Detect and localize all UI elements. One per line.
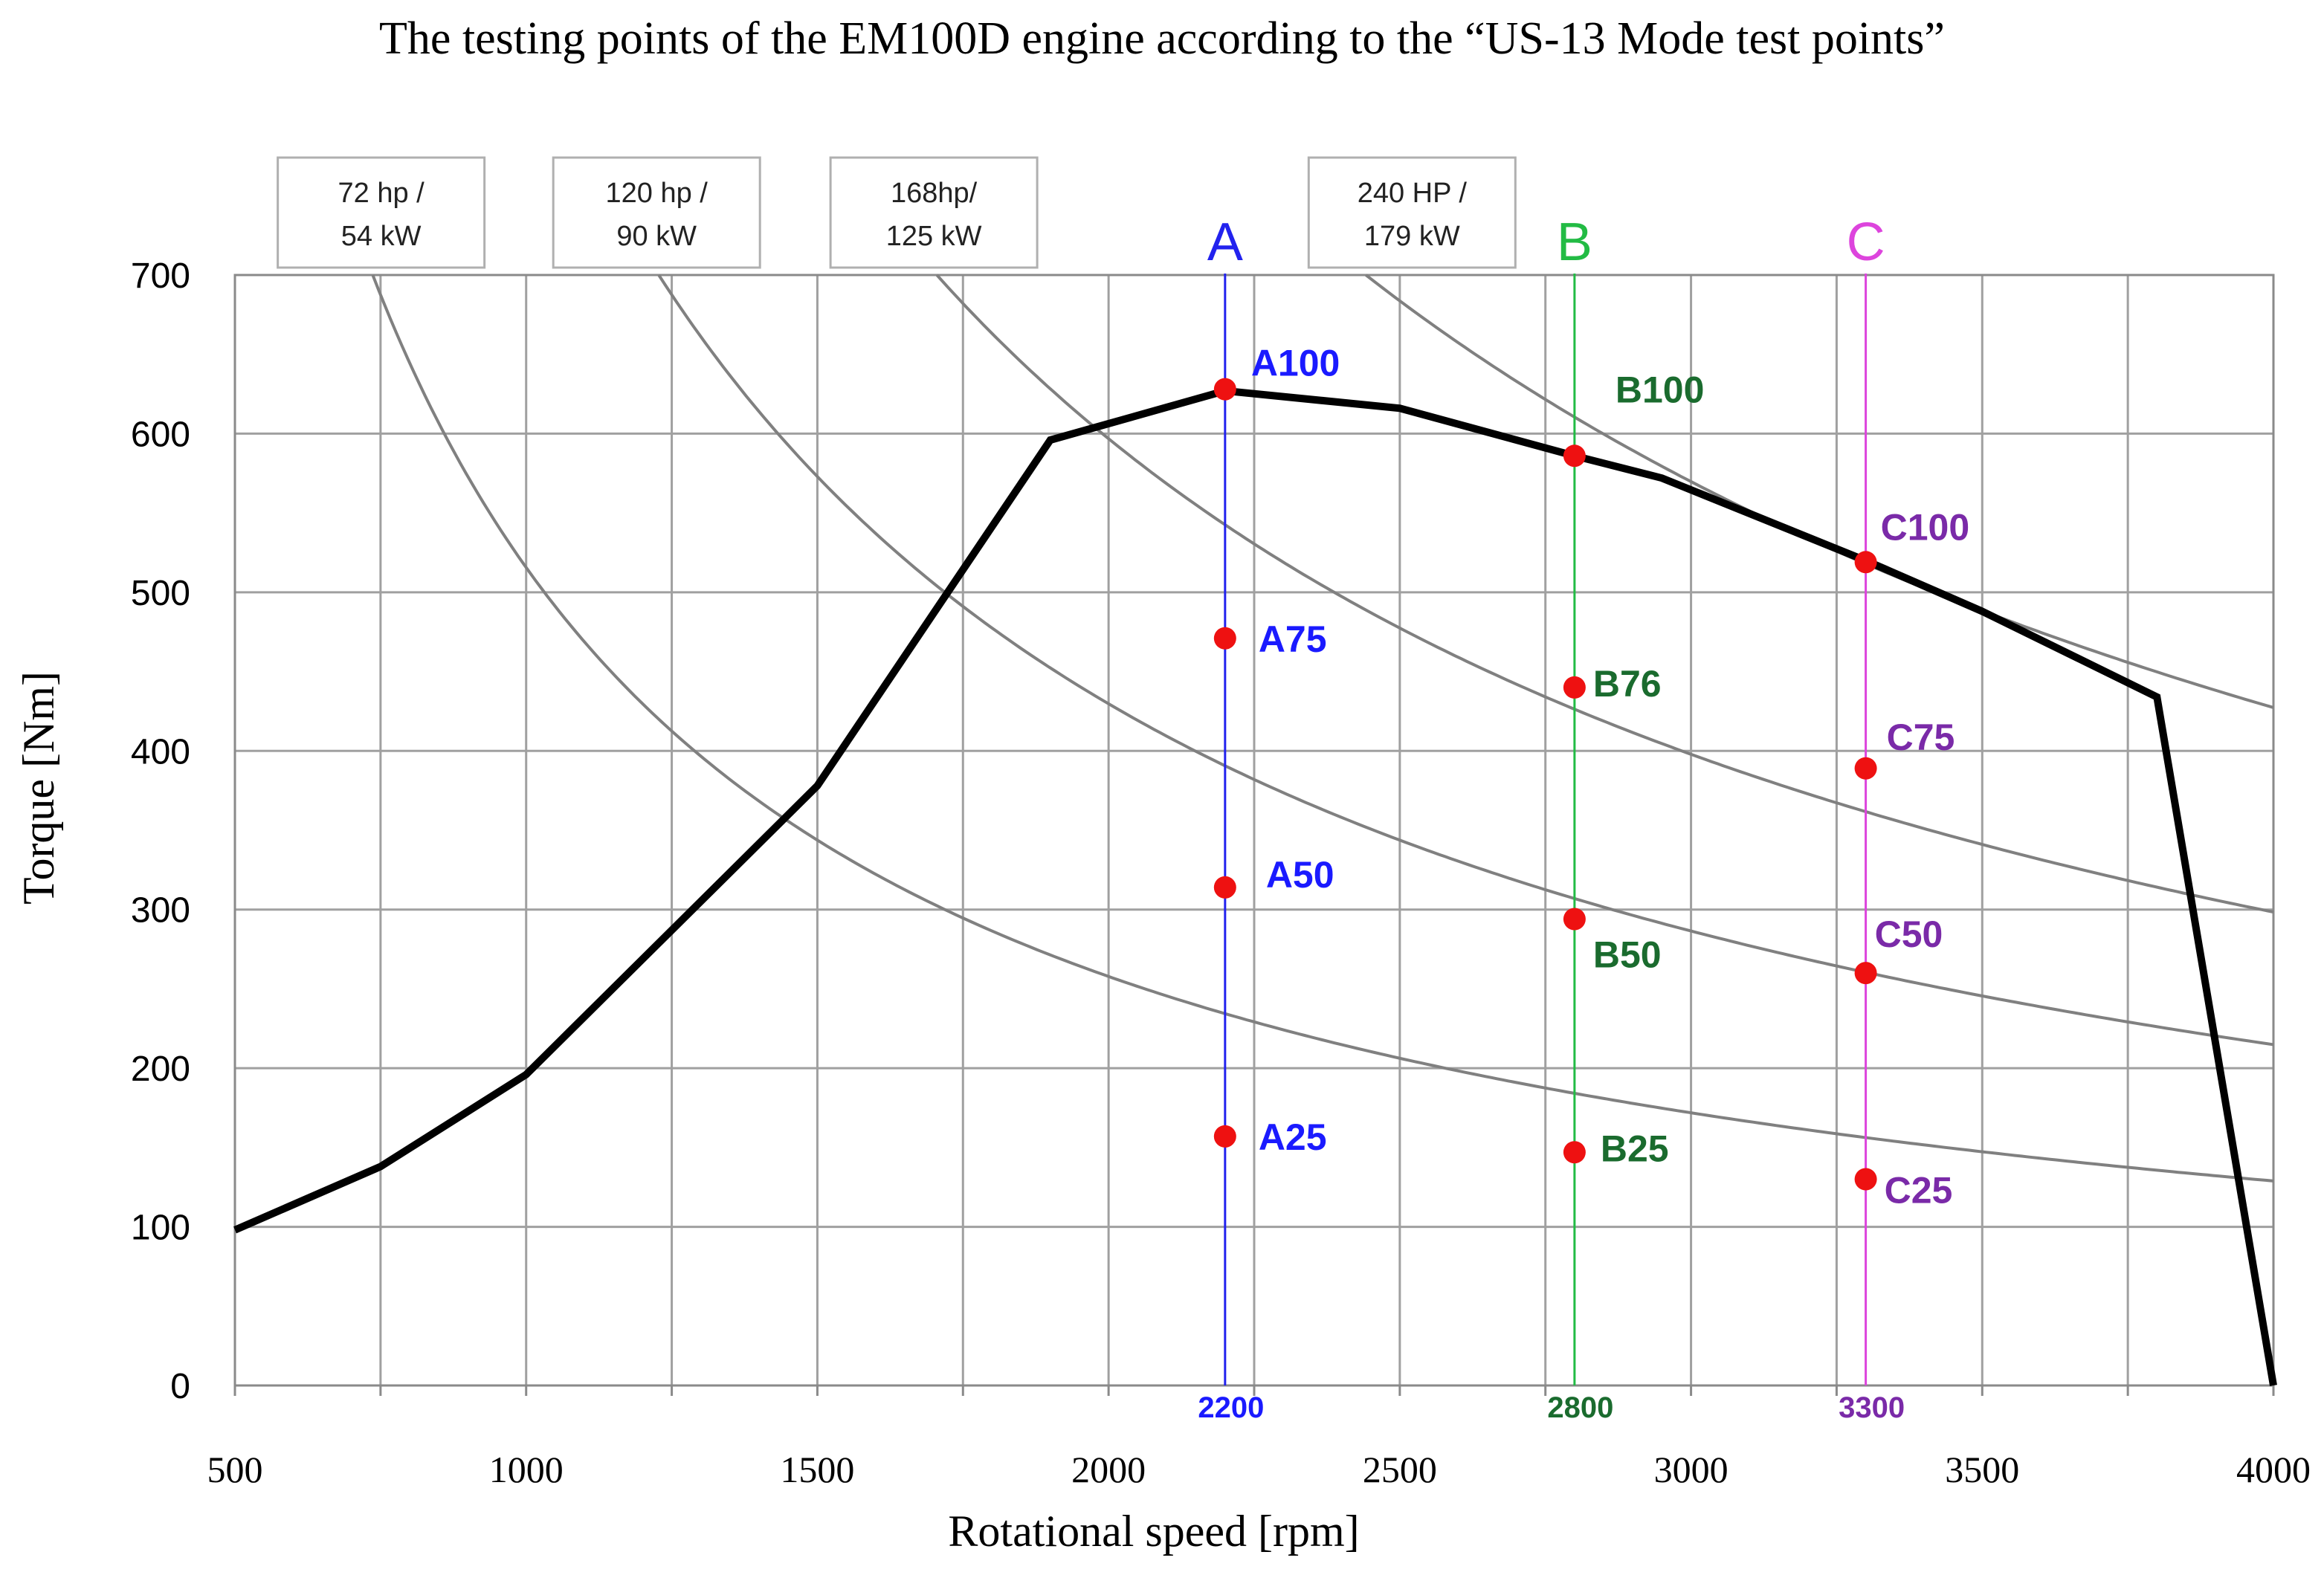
power-label-line1: 120 hp / [606,178,709,209]
power-label-line2: 54 kW [341,221,422,252]
power-label-line2: 90 kW [616,221,697,252]
y-tick-label: 100 [131,1209,190,1248]
test-point-C100 [1854,551,1877,574]
y-tick-label: 300 [131,891,190,931]
power-label-box [277,156,486,269]
power-label-line1: 72 hp / [338,178,425,209]
power-curves [371,274,2274,1183]
test-point-A25 [1213,1125,1236,1148]
y-tick-label: 400 [131,732,190,772]
test-point-label-C75: C75 [1887,717,1955,758]
power-curve-90kw [657,274,2274,1047]
x-tick-label: 3500 [1945,1449,2019,1490]
speed-line-letter-C: C [1847,213,1885,272]
test-point-label-C25: C25 [1885,1170,1953,1212]
x-tick-label: 4000 [2236,1449,2311,1490]
y-tick-label: 700 [131,256,190,296]
y-tick-label: 600 [131,415,190,454]
test-point-B76 [1563,676,1586,699]
test-point-C50 [1854,962,1877,985]
y-tick-label: 500 [131,574,190,613]
x-tick-label: 2000 [1071,1449,1146,1490]
x-tick-label: 2500 [1363,1449,1437,1490]
test-point-label-C50: C50 [1875,913,1943,955]
y-tick-label: 200 [131,1050,190,1089]
power-label-line2: 125 kW [886,221,982,252]
test-point-B100 [1563,444,1586,468]
x-tick-label: 500 [207,1449,263,1490]
power-curve-54kw [371,274,2274,1183]
x-tick-label: 1500 [780,1449,854,1490]
chart-title: The testing points of the EM100D engine … [379,13,1945,64]
x-tick-label: 1000 [489,1449,564,1490]
test-point-label-A75: A75 [1259,618,1327,660]
torque-curve-group [233,387,2277,1386]
speed-label-B: 2800 [1547,1391,1613,1424]
test-point-B25 [1563,1141,1586,1164]
x-axis-title: Rotational speed [rpm] [948,1507,1359,1556]
test-point-label-A50: A50 [1266,854,1334,896]
test-point-label-A25: A25 [1259,1116,1327,1158]
power-curve-179kw [1365,274,2274,709]
test-point-A50 [1213,876,1236,899]
x-tick-label: 3000 [1654,1449,1729,1490]
speed-label-A: 2200 [1198,1391,1264,1424]
power-label-box [829,156,1039,269]
y-axis-title: Torque [Nm] [14,671,63,905]
test-point-C25 [1854,1168,1877,1191]
axes: 0 100 200 300 400 500 600 700 500 1000 1500 2000 250… [131,256,2311,1490]
test-point-label-B50: B50 [1593,934,1662,976]
power-label-line1: 240 HP / [1358,178,1468,209]
speed-lines: A 2200 B 2800 C 3300 [1198,213,1905,1424]
power-label-line1: 168hp/ [891,178,978,209]
test-points: A100 A75 A50 A25 B100 B76 B50 B25 C100 C75 C50 C25 [1213,343,1970,1212]
test-point-C75 [1854,757,1877,780]
test-point-label-A100: A100 [1251,343,1340,384]
test-point-label-B25: B25 [1601,1128,1669,1169]
test-point-label-B76: B76 [1593,663,1662,705]
test-point-label-C100: C100 [1881,506,1970,548]
speed-label-C: 3300 [1839,1391,1905,1424]
power-curve-125kw [935,274,2274,914]
test-point-A75 [1213,627,1236,650]
power-label-box [552,156,761,269]
y-tick-label: 0 [170,1367,190,1406]
speed-line-letter-A: A [1207,213,1243,272]
test-point-label-B100: B100 [1615,369,1705,410]
grid [233,274,2275,1387]
test-point-B50 [1563,908,1586,931]
test-point-A100 [1213,378,1236,401]
torque-curve [233,387,2277,1386]
speed-line-letter-B: B [1557,213,1592,272]
power-label-boxes: 72 hp / 54 kW 120 hp / 90 kW 168hp/125 kW 240… [277,156,1517,269]
power-label-box [1307,156,1517,269]
power-label-line2: 179 kW [1364,221,1460,252]
